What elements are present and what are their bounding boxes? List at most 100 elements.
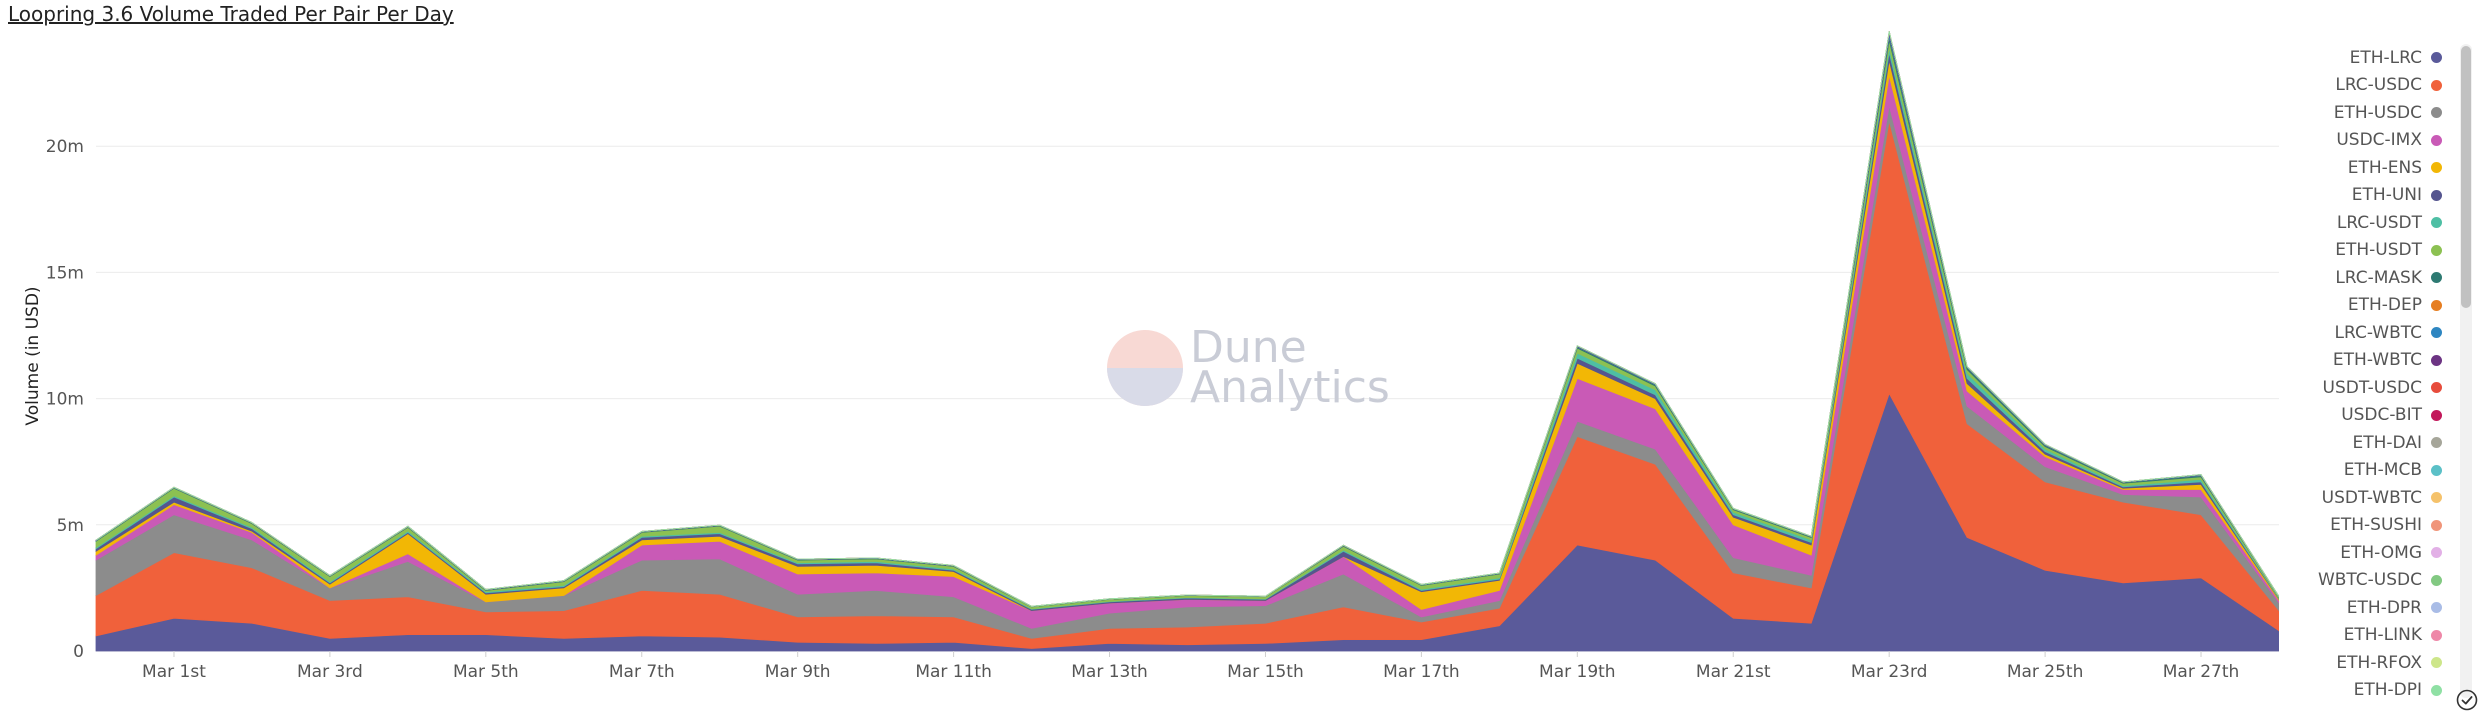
legend-label: ETH-WBTC bbox=[2332, 350, 2422, 371]
x-tick-label: Mar 25th bbox=[2007, 662, 2084, 682]
legend-swatch bbox=[2431, 354, 2442, 366]
y-tick-label: 15m bbox=[46, 263, 84, 283]
legend-label: LRC-WBTC bbox=[2334, 322, 2422, 343]
legend-label: LRC-USDT bbox=[2336, 212, 2422, 233]
watermark-line1: Dune bbox=[1190, 322, 1307, 373]
legend-swatch bbox=[2431, 629, 2442, 641]
legend-swatch bbox=[2431, 79, 2442, 91]
legend-item-eth-ens[interactable]: ETH-ENS bbox=[2290, 154, 2442, 182]
area-series bbox=[95, 31, 2279, 652]
legend-item-lrc-usdt[interactable]: LRC-USDT bbox=[2290, 209, 2442, 237]
x-tick-label: Mar 23rd bbox=[1851, 662, 1928, 682]
legend-label: ETH-OMG bbox=[2340, 542, 2422, 563]
watermark-logo-circle-bottom bbox=[1107, 368, 1183, 406]
legend-label: LRC-USDC bbox=[2335, 75, 2422, 96]
legend-swatch bbox=[2431, 409, 2442, 421]
legend-item-lrc-mask[interactable]: LRC-MASK bbox=[2290, 264, 2442, 292]
x-tick-label: Mar 19th bbox=[1539, 662, 1616, 682]
legend-label: ETH-SUSHI bbox=[2330, 515, 2422, 536]
legend-label: USDT-USDC bbox=[2322, 377, 2422, 398]
legend-swatch bbox=[2431, 299, 2442, 311]
legend-item-usdt-wbtc[interactable]: USDT-WBTC bbox=[2290, 484, 2442, 512]
legend-swatch bbox=[2431, 492, 2442, 504]
legend-item-wbtc-usdc[interactable]: WBTC-USDC bbox=[2290, 567, 2442, 595]
legend-swatch bbox=[2431, 162, 2442, 174]
y-tick-label: 5m bbox=[57, 516, 84, 536]
legend-label: ETH-DPI bbox=[2353, 680, 2422, 701]
stacked-area-chart: Dune Analytics 0 5m 10m 15m 20m Mar 1st Mar 3… bbox=[23, 31, 2279, 682]
legend-item-lrc-usdc[interactable]: LRC-USDC bbox=[2290, 72, 2442, 100]
legend-item-eth-dai[interactable]: ETH-DAI bbox=[2290, 429, 2442, 457]
legend-item-eth-dpi[interactable]: ETH-DPI bbox=[2290, 677, 2442, 705]
legend-item-usdt-usdc[interactable]: USDT-USDC bbox=[2290, 374, 2442, 402]
legend-swatch bbox=[2431, 327, 2442, 339]
legend-scrollbar[interactable] bbox=[2460, 44, 2472, 698]
x-tick-label: Mar 9th bbox=[765, 662, 831, 682]
x-tick-label: Mar 13th bbox=[1071, 662, 1148, 682]
legend-item-lrc-wbtc[interactable]: LRC-WBTC bbox=[2290, 319, 2442, 347]
check-circle-icon[interactable] bbox=[2456, 689, 2478, 711]
legend: ETH-LRC LRC-USDC ETH-USDC USDC-IMX ETH-ENS ET… bbox=[2290, 44, 2442, 704]
legend-item-eth-rfox[interactable]: ETH-RFOX bbox=[2290, 649, 2442, 677]
legend-swatch bbox=[2431, 602, 2442, 614]
legend-swatch bbox=[2431, 189, 2442, 201]
legend-item-eth-link[interactable]: ETH-LINK bbox=[2290, 622, 2442, 650]
legend-item-eth-usdt[interactable]: ETH-USDT bbox=[2290, 237, 2442, 265]
watermark-line2: Analytics bbox=[1190, 362, 1390, 413]
x-tick-label: Mar 7th bbox=[609, 662, 675, 682]
legend-swatch bbox=[2431, 217, 2442, 229]
chart-title[interactable]: Loopring 3.6 Volume Traded Per Pair Per … bbox=[8, 2, 454, 26]
legend-item-eth-dpr[interactable]: ETH-DPR bbox=[2290, 594, 2442, 622]
x-tick-label: Mar 17th bbox=[1383, 662, 1460, 682]
y-axis-ticks: 0 5m 10m 15m 20m bbox=[46, 137, 84, 662]
legend-swatch bbox=[2431, 107, 2442, 119]
x-tick-label: Mar 1st bbox=[142, 662, 206, 682]
legend-swatch bbox=[2431, 464, 2442, 476]
legend-swatch bbox=[2431, 244, 2442, 256]
legend-swatch bbox=[2431, 684, 2442, 696]
legend-label: ETH-USDT bbox=[2335, 240, 2422, 261]
x-tick-label: Mar 11th bbox=[915, 662, 992, 682]
legend-label: ETH-LINK bbox=[2343, 625, 2422, 646]
legend-item-eth-omg[interactable]: ETH-OMG bbox=[2290, 539, 2442, 567]
legend-swatch bbox=[2431, 437, 2442, 449]
legend-label: USDT-WBTC bbox=[2321, 487, 2422, 508]
legend-item-eth-usdc[interactable]: ETH-USDC bbox=[2290, 99, 2442, 127]
legend-item-eth-lrc[interactable]: ETH-LRC bbox=[2290, 44, 2442, 72]
legend-label: USDC-IMX bbox=[2336, 130, 2422, 151]
legend-item-eth-sushi[interactable]: ETH-SUSHI bbox=[2290, 512, 2442, 540]
legend-label: ETH-USDC bbox=[2333, 102, 2422, 123]
legend-label: ETH-UNI bbox=[2351, 185, 2422, 206]
legend-label: USDC-BIT bbox=[2341, 405, 2422, 426]
legend-item-eth-wbtc[interactable]: ETH-WBTC bbox=[2290, 347, 2442, 375]
legend-item-eth-dep[interactable]: ETH-DEP bbox=[2290, 292, 2442, 320]
legend-swatch bbox=[2431, 547, 2442, 559]
y-tick-label: 0 bbox=[73, 642, 84, 662]
area-eth-dpi bbox=[95, 31, 2279, 607]
legend-item-eth-mcb[interactable]: ETH-MCB bbox=[2290, 457, 2442, 485]
legend-label: LRC-MASK bbox=[2335, 267, 2422, 288]
legend-label: ETH-RFOX bbox=[2336, 652, 2422, 673]
legend-swatch bbox=[2431, 134, 2442, 146]
legend-item-usdc-imx[interactable]: USDC-IMX bbox=[2290, 127, 2442, 155]
x-axis-ticks: Mar 1st Mar 3rd Mar 5th Mar 7th Mar 9th Mar 1… bbox=[142, 651, 2239, 682]
y-tick-label: 20m bbox=[46, 137, 84, 157]
x-tick-label: Mar 5th bbox=[453, 662, 519, 682]
legend-label: ETH-DPR bbox=[2346, 597, 2422, 618]
x-tick-label: Mar 15th bbox=[1227, 662, 1304, 682]
legend-swatch bbox=[2431, 272, 2442, 284]
legend-swatch bbox=[2431, 574, 2442, 586]
legend-label: ETH-ENS bbox=[2347, 157, 2422, 178]
legend-label: ETH-MCB bbox=[2343, 460, 2422, 481]
x-tick-label: Mar 27th bbox=[2163, 662, 2240, 682]
legend-swatch bbox=[2431, 657, 2442, 669]
dune-analytics-watermark: Dune Analytics bbox=[1107, 322, 1390, 413]
legend-label: WBTC-USDC bbox=[2317, 570, 2422, 591]
x-tick-label: Mar 3rd bbox=[297, 662, 363, 682]
legend-item-eth-uni[interactable]: ETH-UNI bbox=[2290, 182, 2442, 210]
legend-scroll-thumb[interactable] bbox=[2461, 46, 2471, 308]
legend-item-usdc-bit[interactable]: USDC-BIT bbox=[2290, 402, 2442, 430]
y-axis-label: Volume (in USD) bbox=[23, 286, 43, 425]
x-tick-label: Mar 21st bbox=[1696, 662, 1771, 682]
legend-swatch bbox=[2431, 52, 2442, 64]
